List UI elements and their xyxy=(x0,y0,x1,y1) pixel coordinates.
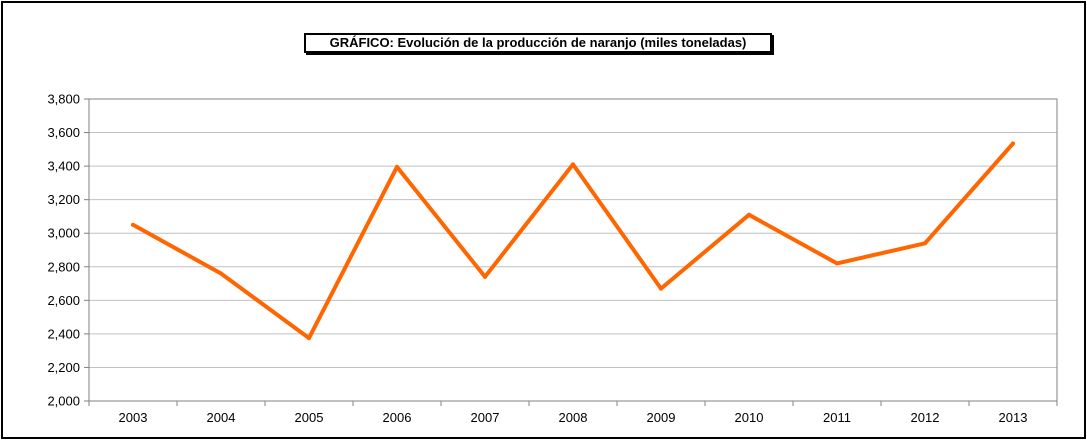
x-tick-label: 2008 xyxy=(559,410,588,425)
x-tick-label: 2004 xyxy=(207,410,236,425)
y-tick-label: 3,600 xyxy=(47,125,80,140)
series-line xyxy=(131,141,1015,341)
y-tick-label: 3,200 xyxy=(47,192,80,207)
data-point xyxy=(571,162,575,167)
series xyxy=(131,141,1015,341)
y-tick-label: 2,000 xyxy=(47,394,80,409)
x-tick-label: 2011 xyxy=(823,410,851,425)
x-tick-label: 2013 xyxy=(999,410,1028,425)
y-tick-label: 2,800 xyxy=(47,259,80,274)
axes xyxy=(84,98,1058,406)
data-point xyxy=(395,164,399,169)
y-tick-label: 2,200 xyxy=(47,360,80,375)
x-tick-label: 2010 xyxy=(735,410,764,425)
gridlines xyxy=(89,98,1057,368)
x-tick-label: 2009 xyxy=(647,410,676,425)
data-point xyxy=(923,241,927,246)
y-tick-label: 3,400 xyxy=(47,159,80,174)
data-point xyxy=(659,286,663,291)
chart-title: GRÁFICO: Evolución de la producción de n… xyxy=(304,33,772,53)
data-point xyxy=(747,212,751,217)
data-point xyxy=(835,261,839,266)
x-tick-label: 2012 xyxy=(911,410,940,425)
x-tick-label: 2006 xyxy=(383,410,412,425)
data-point xyxy=(131,222,135,227)
plot-area-border xyxy=(88,98,1058,402)
x-tick-labels: 2003 2004 2005 2006 2007 2008 2009 2010 2011 2012… xyxy=(119,410,1028,425)
x-tick-label: 2003 xyxy=(119,410,148,425)
data-point xyxy=(219,271,223,276)
data-point xyxy=(1011,141,1015,146)
x-tick-label: 2005 xyxy=(295,410,324,425)
y-tick-label: 3,800 xyxy=(47,92,80,107)
y-tick-labels: 2,000 2,200 2,400 2,600 2,800 3,000 3,200 3,400… xyxy=(47,92,80,409)
data-point xyxy=(307,336,311,341)
y-tick-label: 2,400 xyxy=(47,326,80,341)
y-tick-label: 3,000 xyxy=(47,226,80,241)
x-tick-label: 2007 xyxy=(471,410,500,425)
y-tick-label: 2,600 xyxy=(47,293,80,308)
data-point xyxy=(483,274,487,279)
